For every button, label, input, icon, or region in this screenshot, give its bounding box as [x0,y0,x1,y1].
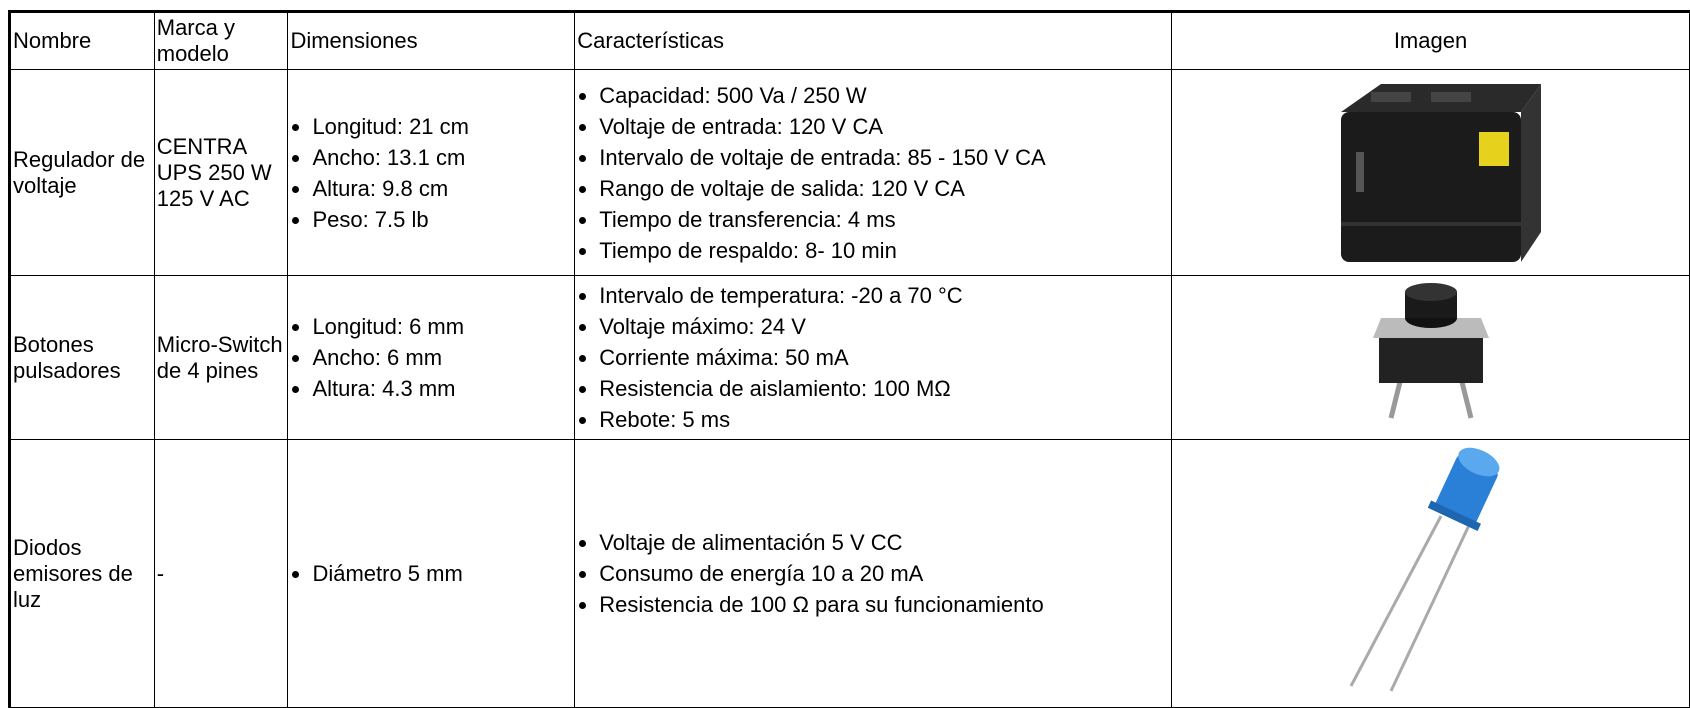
list-item: Altura: 9.8 cm [312,173,572,204]
nombre: Regulador de voltaje [9,69,155,276]
list-item: Corriente máxima: 50 mA [599,342,1169,373]
marca: - [153,439,289,708]
led-image [1349,447,1499,692]
list-item: Rango de voltaje de salida: 120 V CA [599,173,1169,204]
header-cell: Características [574,11,1173,70]
list-item: Consumo de energía 10 a 20 mA [599,558,1169,589]
nombre: Diodos emisores de luz [9,439,155,708]
list-item: Ancho: 13.1 cm [312,142,572,173]
header-row: Nombre Marca y modelo Dimensiones Caract… [9,11,1690,70]
list-item: Resistencia de aislamiento: 100 MΩ [599,373,1169,404]
list-item: Intervalo de voltaje de entrada: 85 - 15… [599,142,1169,173]
caracteristicas: Intervalo de temperatura: -20 a 70 °CVol… [574,275,1173,440]
row: Botones pulsadores Micro-Switch de 4 pin… [9,275,1690,440]
list-item: Voltaje máximo: 24 V [599,311,1169,342]
dimensiones: Diámetro 5 mm [287,439,576,708]
image-cell [1171,439,1690,708]
marca: Micro-Switch de 4 pines [153,275,289,440]
list: Capacidad: 500 Va / 250 WVoltaje de entr… [577,80,1169,266]
list: Voltaje de alimentación 5 V CCConsumo de… [577,527,1169,620]
header-cell: Imagen [1171,11,1690,70]
nombre: Botones pulsadores [9,275,155,440]
caracteristicas: Capacidad: 500 Va / 250 WVoltaje de entr… [574,69,1173,276]
header-cell: Marca y modelo [153,11,289,70]
list-item: Voltaje de entrada: 120 V CA [599,111,1169,142]
list-item: Intervalo de temperatura: -20 a 70 °C [599,280,1169,311]
list-item: Peso: 7.5 lb [312,204,572,235]
button-image [1372,282,1489,419]
ups-image [1340,83,1541,262]
header-cell: Nombre [9,11,155,70]
list-item: Voltaje de alimentación 5 V CC [599,527,1169,558]
header-cell: Dimensiones [287,11,576,70]
list-item: Capacidad: 500 Va / 250 W [599,80,1169,111]
image-cell [1171,69,1690,276]
list-item: Rebote: 5 ms [599,404,1169,435]
row: Diodos emisores de luz - Diámetro 5 mm V… [9,439,1690,708]
list-item: Longitud: 21 cm [312,111,572,142]
list: Longitud: 6 mmAncho: 6 mmAltura: 4.3 mm [290,311,572,404]
list: Intervalo de temperatura: -20 a 70 °CVol… [577,280,1169,435]
list: Longitud: 21 cmAncho: 13.1 cmAltura: 9.8… [290,111,572,235]
list-item: Resistencia de 100 Ω para su funcionamie… [599,589,1169,620]
caracteristicas: Voltaje de alimentación 5 V CCConsumo de… [574,439,1173,708]
list: Diámetro 5 mm [290,558,572,589]
spec-table: Nombre Marca y modelo Dimensiones Caract… [8,10,1690,708]
list-item: Tiempo de transferencia: 4 ms [599,204,1169,235]
list-item: Tiempo de respaldo: 8- 10 min [599,235,1169,266]
dimensiones: Longitud: 6 mmAncho: 6 mmAltura: 4.3 mm [287,275,576,440]
list-item: Diámetro 5 mm [312,558,572,589]
image-cell [1171,275,1690,440]
row: Regulador de voltaje CENTRA UPS 250 W 12… [9,69,1690,276]
list-item: Altura: 4.3 mm [312,373,572,404]
list-item: Ancho: 6 mm [312,342,572,373]
marca: CENTRA UPS 250 W 125 V AC [153,69,289,276]
table-wrap: Nombre Marca y modelo Dimensiones Caract… [8,10,1690,708]
dimensiones: Longitud: 21 cmAncho: 13.1 cmAltura: 9.8… [287,69,576,276]
list-item: Longitud: 6 mm [312,311,572,342]
